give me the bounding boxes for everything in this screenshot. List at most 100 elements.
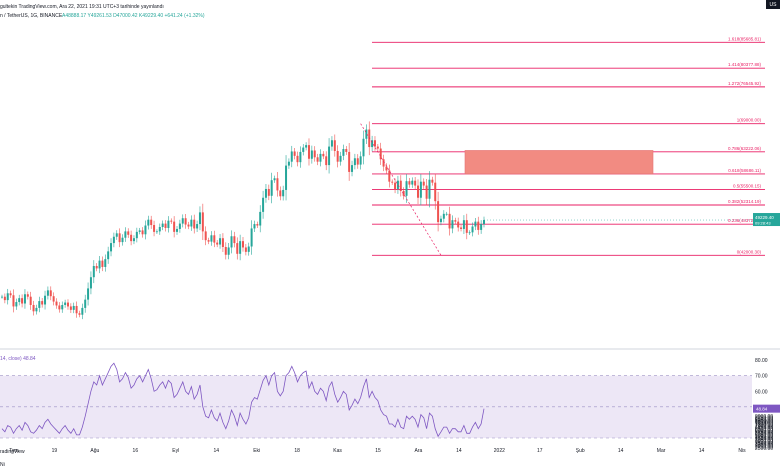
candle-body	[0, 296, 4, 298]
candle-body	[176, 228, 179, 232]
candle-body	[115, 233, 118, 237]
candle-body	[405, 181, 408, 196]
candle-body	[110, 243, 113, 252]
candle-body	[325, 156, 328, 166]
candle-body	[118, 233, 121, 243]
candle-body	[213, 235, 216, 243]
candle-body	[307, 145, 310, 159]
candle-body	[130, 234, 133, 242]
price-tick-label: 2750.00	[755, 445, 773, 451]
price-tick-label: 8750.00	[755, 415, 773, 421]
candle-body	[75, 305, 78, 314]
current-price-badge	[753, 213, 780, 227]
candle-body	[279, 190, 282, 197]
candle-body	[46, 290, 49, 296]
price-tick-label: 7250.00	[755, 423, 773, 429]
candle-body	[422, 181, 425, 186]
candle-body	[239, 241, 242, 254]
price-tick-label: 3500.00	[755, 441, 773, 447]
candle-body	[359, 156, 362, 165]
time-tick-label: 2022	[494, 448, 505, 454]
candle-body	[164, 223, 167, 228]
time-tick-label: Mar	[657, 448, 666, 454]
candle-body	[339, 155, 342, 162]
fib-level-label: 0.618(58686.11)	[728, 168, 761, 173]
candle-body	[474, 221, 477, 227]
price-tick-label: 3250.00	[755, 442, 773, 448]
price-tick-label: 5750.00	[755, 430, 773, 436]
candle-body	[425, 185, 428, 199]
candle-body	[26, 294, 29, 297]
candle-body	[221, 238, 224, 247]
candle-body	[196, 224, 199, 229]
candle-body	[351, 165, 354, 172]
candle-body	[55, 301, 58, 306]
candle-body	[371, 140, 374, 148]
price-tick-label: 6500.00	[755, 426, 773, 432]
fib-level-label: 1.618(85685.81)	[728, 36, 762, 41]
candle-body	[457, 221, 460, 228]
time-tick-label: 14	[618, 448, 624, 454]
price-tick-label: 6750.00	[755, 425, 773, 431]
candle-body	[44, 295, 47, 305]
footer-label: Ni	[0, 462, 5, 468]
candle-body	[454, 220, 457, 222]
candle-body	[241, 241, 245, 248]
candle-body	[167, 220, 170, 228]
candle-body	[379, 148, 382, 160]
rsi-line	[1, 362, 485, 438]
candle-body	[190, 219, 193, 227]
candle-body	[84, 299, 87, 308]
candle-body	[153, 225, 156, 232]
rsi-params: 14, close)	[0, 356, 22, 362]
rsi-value-label: 48.84	[756, 407, 768, 412]
candle-body	[104, 259, 107, 267]
time-tick-label: Ağu	[90, 448, 99, 454]
fib-level-label: 0(42000.30)	[737, 249, 762, 254]
time-tick-label: Eyl	[172, 448, 179, 454]
candle-body	[178, 223, 181, 229]
candle-body	[187, 224, 190, 227]
time-tick-label: 17	[537, 448, 543, 454]
candle-body	[127, 231, 130, 235]
candle-body	[124, 231, 127, 238]
trend-dashed-line	[360, 123, 442, 256]
price-tick-label: 9000.00	[755, 414, 773, 420]
supply-zone	[464, 150, 654, 175]
candle-body	[316, 157, 319, 162]
candle-body	[158, 226, 161, 232]
candle-body	[388, 170, 391, 182]
candle-body	[305, 145, 308, 148]
candle-body	[144, 225, 147, 235]
candle-body	[32, 304, 35, 312]
candle-body	[23, 294, 26, 304]
price-tick-label: 4000.00	[755, 438, 773, 444]
candle-body	[365, 129, 368, 139]
candle-body	[448, 213, 451, 229]
candle-body	[69, 306, 72, 310]
candle-body	[250, 228, 253, 247]
candle-body	[78, 313, 81, 315]
time-tick-label: Nis	[738, 448, 746, 454]
price-tick-label: 5250.00	[755, 432, 773, 438]
price-tick-label: 8500.00	[755, 417, 773, 423]
candle-body	[112, 236, 115, 244]
candle-body	[9, 293, 12, 296]
time-tick-label: 14	[213, 448, 219, 454]
candle-body	[382, 159, 385, 167]
time-tick-label: Şub	[576, 448, 585, 454]
candle-body	[462, 220, 465, 229]
candle-body	[299, 151, 302, 163]
candle-body	[219, 238, 222, 245]
candle-body	[356, 158, 359, 165]
fib-level-label: 0.786(63222.06)	[728, 146, 762, 151]
current-price-label: 49229.40	[755, 215, 774, 220]
rsi-label: 14, close) 48.84	[0, 356, 36, 362]
publish-info: gultekin TradingView.com, Ara 22, 2021 1…	[0, 4, 164, 10]
candle-body	[66, 302, 69, 307]
time-tick-label: 19	[52, 448, 58, 454]
candle-body	[181, 218, 184, 224]
candle-body	[402, 190, 405, 196]
candle-body	[259, 211, 262, 226]
